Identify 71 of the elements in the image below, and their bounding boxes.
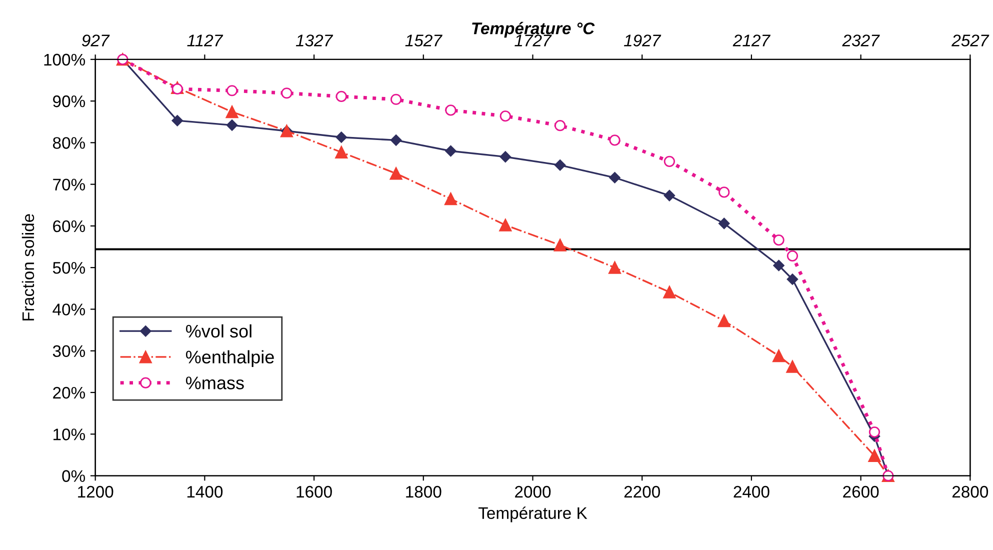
point bbox=[444, 192, 457, 206]
point bbox=[390, 167, 402, 180]
legend-label: %vol sol bbox=[186, 324, 252, 338]
y-tick-label: 40% bbox=[52, 304, 86, 316]
x-tick-label: 1600 bbox=[296, 486, 332, 498]
point bbox=[226, 106, 238, 118]
x-tick-label: 1800 bbox=[406, 486, 442, 498]
x2-tick-label: 2127 bbox=[732, 34, 771, 46]
y-tick-label: 70% bbox=[53, 178, 86, 191]
point bbox=[718, 218, 730, 230]
point bbox=[336, 132, 347, 143]
x2-tick-label: 1527 bbox=[405, 34, 442, 46]
x-axis-title: Température K bbox=[478, 506, 588, 522]
point bbox=[786, 274, 798, 285]
point bbox=[445, 104, 456, 116]
x-tick-label: 2400 bbox=[734, 486, 770, 498]
x2-tick-label: 927 bbox=[82, 34, 110, 46]
point bbox=[664, 190, 676, 202]
point bbox=[609, 134, 620, 146]
y-tick-label: 50% bbox=[52, 262, 86, 274]
y-tick-label: 10% bbox=[54, 428, 86, 440]
point bbox=[554, 238, 566, 252]
x-tick-label: 1400 bbox=[187, 486, 223, 498]
x2-tick-label: 1327 bbox=[296, 34, 334, 46]
x-tick-label: 2200 bbox=[624, 486, 660, 498]
point bbox=[786, 360, 799, 373]
point bbox=[554, 160, 566, 171]
x2-tick-label: 1927 bbox=[624, 34, 662, 46]
x-tick-label: 2000 bbox=[515, 486, 551, 498]
x-tick-label: 2600 bbox=[843, 486, 879, 498]
point bbox=[718, 314, 730, 328]
legend-label: %enthalpie bbox=[186, 350, 274, 368]
y-tick-label: 90% bbox=[53, 95, 86, 108]
y-tick-label: 0% bbox=[62, 470, 86, 482]
y-axis-title: Fraction solide bbox=[22, 214, 34, 320]
point bbox=[554, 120, 566, 132]
point bbox=[500, 110, 511, 122]
point bbox=[500, 151, 512, 162]
point bbox=[281, 88, 292, 99]
point bbox=[772, 350, 786, 362]
point bbox=[335, 146, 348, 158]
legend-label: %mass bbox=[186, 376, 244, 390]
x2-tick-label: 1127 bbox=[187, 34, 224, 46]
point bbox=[773, 260, 784, 272]
point bbox=[336, 90, 347, 102]
point bbox=[172, 83, 183, 95]
point bbox=[663, 286, 676, 298]
y-tick-label: 60% bbox=[53, 220, 86, 232]
point bbox=[773, 234, 784, 246]
point bbox=[499, 218, 512, 232]
point bbox=[609, 172, 620, 184]
y-tick-label: 30% bbox=[52, 345, 86, 358]
x-tick-label: 2800 bbox=[952, 486, 988, 498]
x-tick-label: 1200 bbox=[78, 486, 114, 498]
x2-tick-label: 2327 bbox=[842, 34, 880, 46]
point bbox=[172, 115, 183, 126]
point bbox=[390, 134, 402, 146]
point bbox=[664, 156, 675, 167]
point bbox=[786, 250, 798, 262]
point bbox=[226, 120, 238, 131]
x2-tick-label: 2527 bbox=[952, 34, 990, 46]
point bbox=[226, 85, 238, 96]
y-tick-label: 100% bbox=[44, 54, 86, 66]
point bbox=[445, 145, 456, 157]
y-tick-label: 20% bbox=[53, 386, 86, 399]
point bbox=[868, 426, 880, 438]
point bbox=[718, 186, 730, 198]
point bbox=[868, 450, 881, 462]
point bbox=[608, 261, 622, 274]
point bbox=[390, 94, 402, 105]
y-tick-label: 80% bbox=[52, 137, 86, 149]
